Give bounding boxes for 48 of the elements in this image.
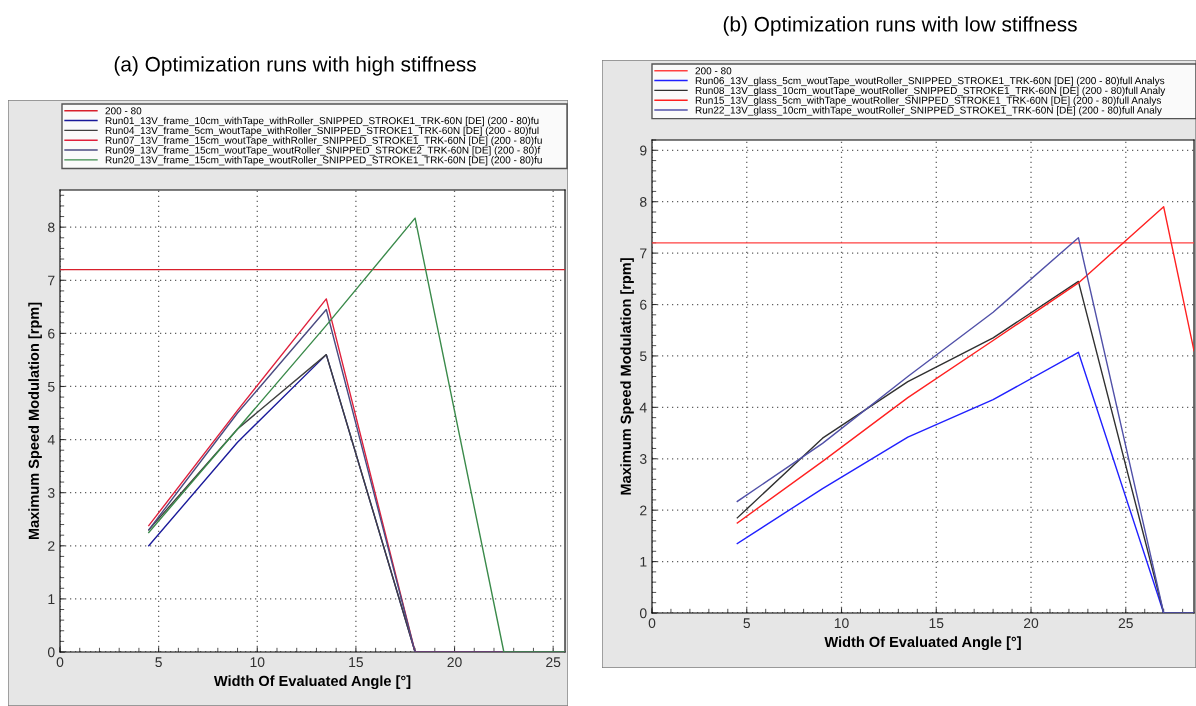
x-tick-label: 25 [1118, 618, 1133, 629]
legend-label: Run20_13V_frame_15cm_withTape_woutRoller_SNIPPED_STROKE1_TRK-60N [DE] (200 - 80)fu [105, 156, 542, 166]
y-tick-label: 4 [639, 402, 647, 413]
legend-label: Run01_13V_frame_10cm_withTape_withRoller_SNIPPED_STROKE1_TRK-60N [DE] (200 - 80)fu [105, 116, 539, 127]
chart-title: (a) Optimization runs with high stiffness [114, 56, 476, 76]
x-tick-label: 0 [56, 657, 64, 668]
y-tick-label: 4 [47, 435, 55, 445]
x-tick-label: 5 [743, 618, 751, 629]
y-tick-label: 8 [48, 222, 55, 233]
y-tick-label: 5 [47, 381, 55, 392]
x-tick-label: 20 [447, 657, 462, 668]
x-tick-label: 10 [250, 657, 265, 668]
x-tick-label: 0 [648, 618, 656, 629]
y-tick-label: 1 [640, 557, 647, 567]
y-tick-label: 3 [639, 454, 647, 464]
y-axis-title: Maximum Speed Modulation [rpm] [28, 302, 42, 540]
legend-label: Run15_13V_glass_5cm_withTape_woutRoller_SNIPPED_STROKE1_TRK-60N [DE] (200 - 80)full Analys [695, 96, 1161, 106]
y-tick-label: 3 [47, 488, 55, 498]
legend-label: Run07_13V_frame_15cm_woutTape_withRoller_SNIPPED_STROKE1_TRK-60N [DE] (200 - 80)fu [105, 136, 542, 146]
x-tick-label: 20 [1024, 618, 1039, 629]
x-tick-label: 5 [155, 657, 162, 668]
y-axis-title: Maximum Speed Modulation [rpm] [620, 258, 634, 495]
x-axis-title: Width Of Evaluated Angle [°] [213, 675, 411, 690]
y-tick-label: 8 [640, 197, 647, 207]
legend-label: Run09_13V_frame_15cm_woutTape_woutRoller_SNIPPED_STROKE2_TRK-60N [DE] (200 - 80)f [105, 146, 541, 156]
x-tick-label: 15 [929, 618, 944, 629]
legend-label: Run06_13V_glass_5cm_woutTape_woutRoller_SNIPPED_STROKE1_TRK-60N [DE] (200 - 80)full Analys [695, 76, 1165, 87]
y-tick-label: 9 [640, 145, 647, 156]
x-tick-label: 25 [546, 657, 561, 668]
y-tick-label: 0 [47, 647, 55, 658]
x-tick-label: 15 [349, 657, 364, 668]
legend-label: 200 - 80 [105, 107, 142, 115]
chart-title: (b) Optimization runs with low stiffness [723, 16, 1077, 36]
x-tick-label: 10 [834, 618, 849, 629]
y-tick-label: 0 [639, 608, 647, 619]
y-tick-label: 2 [48, 541, 55, 551]
y-tick-label: 6 [640, 299, 647, 310]
legend-label: 200 - 80 [695, 67, 732, 75]
legend-label: Run08_13V_glass_10cm_woutTape_woutRoller_SNIPPED_STROKE1_TRK-60N [DE] (200 - 80)full Analy [695, 86, 1166, 96]
y-tick-label: 2 [640, 505, 647, 516]
x-axis-title: Width Of Evaluated Angle [°] [824, 636, 1021, 651]
y-tick-label: 7 [48, 275, 55, 286]
legend-label: Run04_13V_frame_5cm_woutTape_withRoller_SNIPPED_STROKE1_TRK-60N [DE] (200 - 80)ful [105, 126, 539, 136]
legend-label: Run22_13V_glass_10cm_withTape_woutRoller_SNIPPED_STROKE1_TRK-60N [DE] (200 - 80)full Analy [695, 106, 1162, 116]
y-tick-label: 5 [639, 351, 647, 362]
y-tick-label: 1 [48, 594, 55, 604]
y-tick-label: 7 [640, 248, 647, 259]
y-tick-label: 6 [48, 328, 55, 339]
